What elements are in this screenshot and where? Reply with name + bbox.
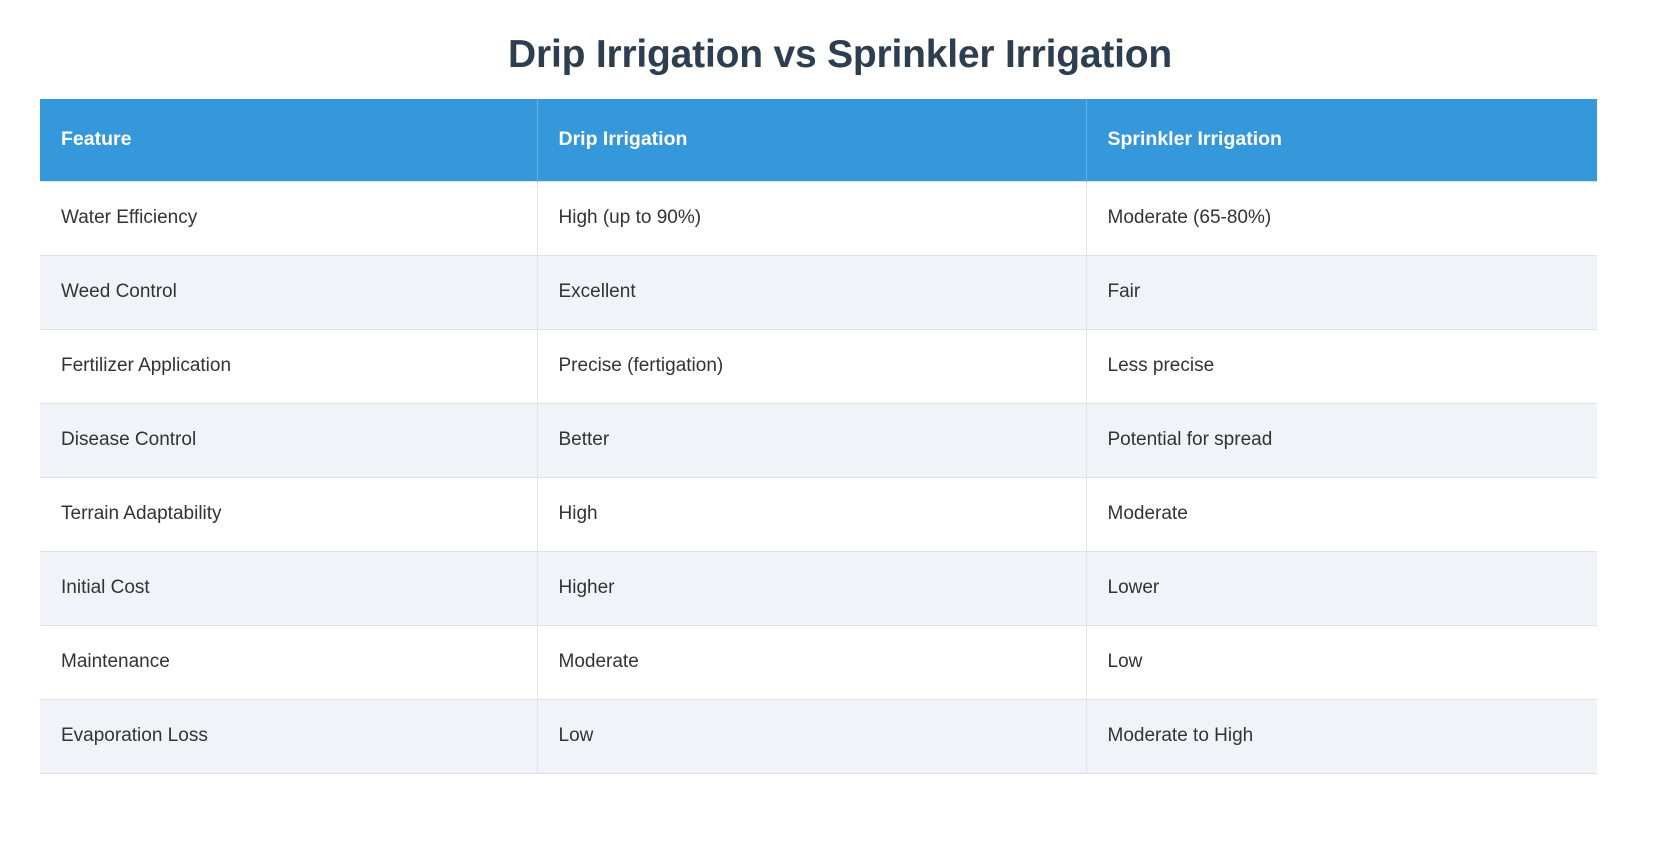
table-body: Water Efficiency High (up to 90%) Modera… xyxy=(40,180,1597,774)
table-row: Evaporation Loss Low Moderate to High xyxy=(40,699,1597,774)
column-header-feature: Feature xyxy=(40,99,538,181)
cell-feature: Water Efficiency xyxy=(40,180,538,256)
page-title: Drip Irrigation vs Sprinkler Irrigation xyxy=(508,33,1172,76)
column-header-drip-irrigation: Drip Irrigation xyxy=(537,99,1087,181)
cell-sprinkler: Moderate (65-80%) xyxy=(1086,180,1597,256)
cell-drip: High xyxy=(537,477,1087,552)
comparison-table: Feature Drip Irrigation Sprinkler Irriga… xyxy=(40,99,1597,774)
table-row: Disease Control Better Potential for spr… xyxy=(40,403,1597,478)
cell-sprinkler: Potential for spread xyxy=(1086,403,1597,478)
cell-feature: Maintenance xyxy=(40,625,538,700)
table-row: Fertilizer Application Precise (fertigat… xyxy=(40,329,1597,404)
cell-feature: Weed Control xyxy=(40,255,538,330)
cell-feature: Initial Cost xyxy=(40,551,538,626)
cell-sprinkler: Moderate to High xyxy=(1086,699,1597,774)
comparison-table-container: Feature Drip Irrigation Sprinkler Irriga… xyxy=(40,99,1597,774)
cell-feature: Evaporation Loss xyxy=(40,699,538,774)
table-header: Feature Drip Irrigation Sprinkler Irriga… xyxy=(40,99,1597,181)
cell-feature: Disease Control xyxy=(40,403,538,478)
cell-sprinkler: Lower xyxy=(1086,551,1597,626)
cell-drip: Precise (fertigation) xyxy=(537,329,1087,404)
cell-sprinkler: Fair xyxy=(1086,255,1597,330)
table-header-row: Feature Drip Irrigation Sprinkler Irriga… xyxy=(40,99,1597,181)
cell-drip: Moderate xyxy=(537,625,1087,700)
cell-drip: High (up to 90%) xyxy=(537,180,1087,256)
table-row: Water Efficiency High (up to 90%) Modera… xyxy=(40,180,1597,256)
table-row: Weed Control Excellent Fair xyxy=(40,255,1597,330)
cell-feature: Fertilizer Application xyxy=(40,329,538,404)
table-row: Maintenance Moderate Low xyxy=(40,625,1597,700)
cell-feature: Terrain Adaptability xyxy=(40,477,538,552)
table-row: Initial Cost Higher Lower xyxy=(40,551,1597,626)
column-header-sprinkler-irrigation: Sprinkler Irrigation xyxy=(1086,99,1597,181)
cell-sprinkler: Low xyxy=(1086,625,1597,700)
table-row: Terrain Adaptability High Moderate xyxy=(40,477,1597,552)
cell-drip: Better xyxy=(537,403,1087,478)
cell-drip: Higher xyxy=(537,551,1087,626)
cell-drip: Excellent xyxy=(537,255,1087,330)
cell-sprinkler: Moderate xyxy=(1086,477,1597,552)
cell-sprinkler: Less precise xyxy=(1086,329,1597,404)
cell-drip: Low xyxy=(537,699,1087,774)
